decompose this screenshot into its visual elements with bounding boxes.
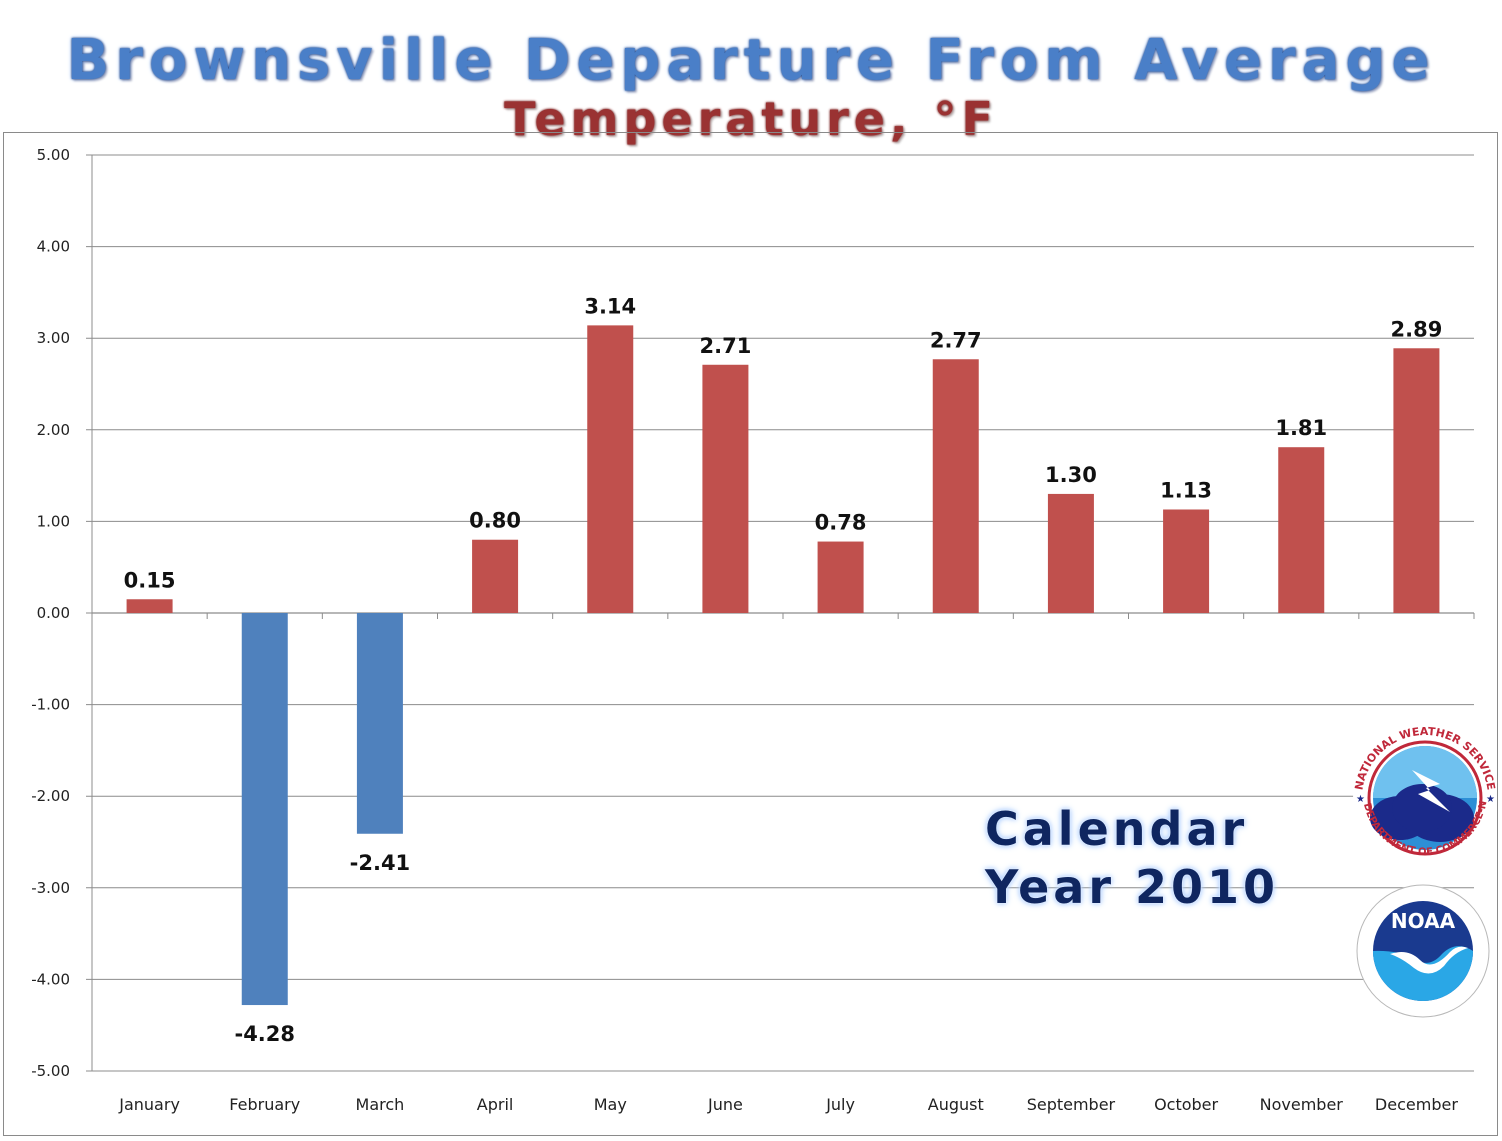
data-label: 1.81 [1275,416,1327,440]
y-tick-label: 2.00 [37,421,70,439]
bar-march [356,613,403,834]
x-tick-label: June [707,1095,743,1114]
x-tick-label: March [356,1095,405,1114]
data-label: 1.13 [1160,478,1212,502]
bar-january [126,599,173,613]
data-label: 2.77 [930,328,982,352]
nws-logo-icon: NATIONAL WEATHER SERVICE U.S. DEPARTMENT… [1350,722,1497,870]
bar-october [1163,509,1210,613]
svg-text:★: ★ [1356,794,1365,805]
x-tick-label: November [1260,1095,1344,1114]
bar-july [817,541,864,613]
data-label: 1.30 [1045,463,1097,487]
y-tick-label: 0.00 [37,604,70,622]
bar-june [702,364,749,613]
x-tick-label: July [825,1095,855,1114]
bar-february [241,613,288,1006]
data-label: -4.28 [234,1022,295,1046]
data-label: 2.89 [1391,317,1443,341]
x-tick-label: August [928,1095,984,1114]
x-tick-label: December [1375,1095,1458,1114]
calendar-year-annotation: Calendar Year 2010 [985,800,1305,916]
data-label: -2.41 [350,851,411,875]
annotation-line-1: Calendar [985,802,1249,856]
y-tick-label: -4.00 [31,970,70,988]
y-tick-label: -2.00 [31,787,70,805]
data-label: 2.71 [700,334,752,358]
noaa-logo-text: NOAA [1391,909,1456,933]
bar-august [932,359,979,613]
svg-text:★: ★ [1486,794,1495,805]
x-tick-label: April [477,1095,514,1114]
annotation-line-2: Year 2010 [985,860,1280,914]
x-tick-label: September [1027,1095,1116,1114]
chart-subtitle: Temperature, °F [504,92,998,146]
bar-may [587,325,634,613]
y-tick-label: -5.00 [31,1062,70,1080]
bar-april [472,539,519,613]
x-tick-label: May [594,1095,627,1114]
y-tick-label: 5.00 [37,146,70,164]
noaa-logo-icon: NOAA [1356,884,1490,1018]
data-label: 0.80 [469,509,521,533]
data-label: 0.78 [815,511,867,535]
bar-september [1047,493,1094,613]
data-label: 0.15 [124,568,176,592]
x-tick-label: January [118,1095,180,1114]
y-tick-label: -1.00 [31,696,70,714]
bar-november [1278,447,1325,613]
y-tick-label: 4.00 [37,238,70,256]
chart-frame [3,132,1498,1136]
x-tick-label: February [229,1095,300,1114]
x-tick-label: October [1154,1095,1218,1114]
bar-december [1393,348,1440,613]
y-tick-label: 1.00 [37,512,70,530]
chart-title: Brownsville Departure From Average [66,28,1436,93]
y-tick-label: 3.00 [37,329,70,347]
data-label: 3.14 [584,294,636,318]
y-tick-label: -3.00 [31,879,70,897]
